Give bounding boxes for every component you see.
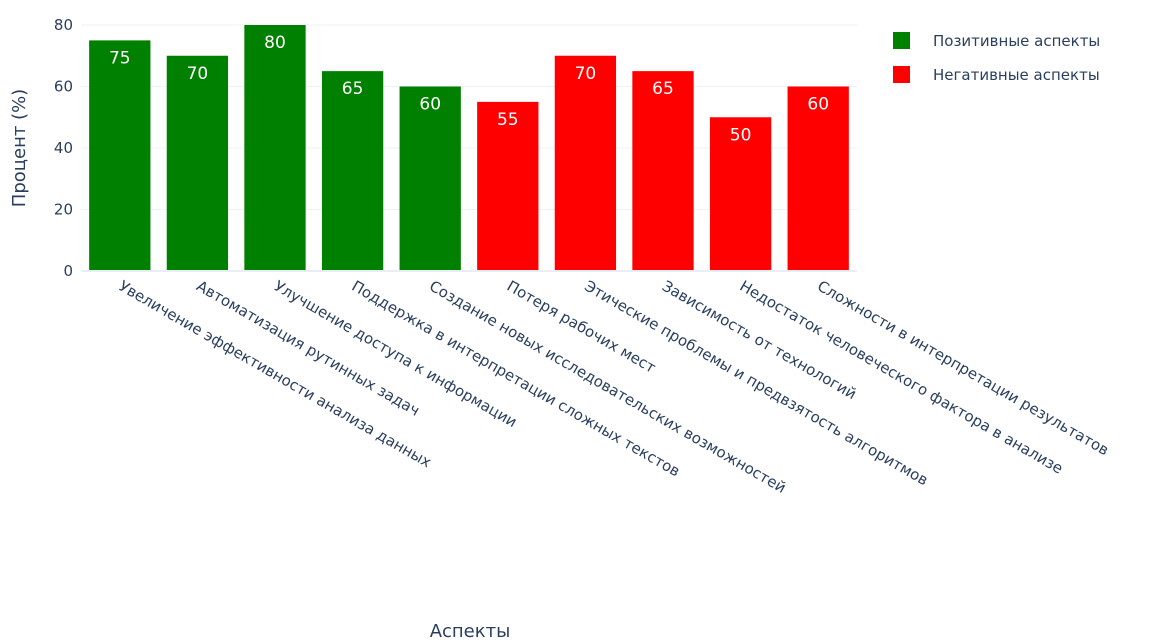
- bar-data-label: 60: [419, 95, 441, 115]
- legend-swatch: [893, 32, 910, 49]
- bar-data-label: 80: [264, 33, 286, 53]
- y-tick-label: 80: [54, 16, 73, 34]
- bars: 75 70 80 65 60 55 70 65 50 60: [89, 25, 849, 271]
- bar-data-label: 70: [575, 64, 597, 84]
- bar: [709, 117, 772, 271]
- y-tick-label: 40: [54, 139, 73, 157]
- bar-data-label: 70: [187, 64, 209, 84]
- bar-data-label: 65: [342, 79, 364, 99]
- x-tick-label: Создание новых исследовательских возможн…: [426, 277, 789, 497]
- bar-data-label: 65: [652, 79, 674, 99]
- legend-label: Позитивные аспекты: [933, 32, 1100, 50]
- bar-data-label: 60: [807, 95, 829, 115]
- legend-label: Негативные аспекты: [933, 66, 1100, 84]
- y-tick-label: 60: [54, 78, 73, 96]
- y-axis-title: Процент (%): [9, 89, 30, 207]
- bar: [399, 86, 461, 271]
- y-axis-ticks: 0 20 40 60 80: [54, 16, 73, 280]
- bar: [477, 101, 539, 271]
- y-tick-label: 20: [54, 201, 73, 219]
- bar: [787, 86, 849, 271]
- x-axis-title: Аспекты: [430, 621, 511, 642]
- bar: [244, 25, 306, 271]
- bar-data-label: 75: [109, 48, 131, 68]
- bar: [166, 55, 229, 271]
- x-axis-tick-labels: Увеличение эффективности анализа данныхА…: [116, 277, 1112, 497]
- x-tick-label: Недостаток человеческого фактора в анали…: [737, 277, 1067, 478]
- bar: [321, 71, 384, 271]
- legend-swatch: [893, 66, 910, 83]
- bar: [89, 40, 151, 271]
- legend: Позитивные аспекты Негативные аспекты: [893, 32, 1100, 84]
- y-tick-label: 0: [63, 262, 73, 280]
- bar: [632, 71, 694, 271]
- bar-data-label: 50: [730, 125, 752, 145]
- bar-data-label: 55: [497, 110, 519, 130]
- bar: [554, 55, 617, 271]
